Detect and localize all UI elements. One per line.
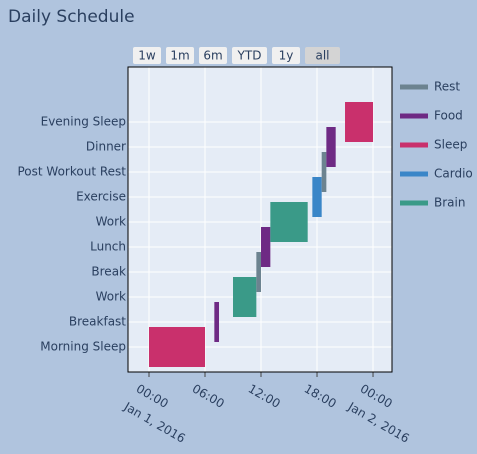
range-button-label[interactable]: 1y bbox=[279, 49, 294, 63]
bar bbox=[214, 302, 220, 342]
bar bbox=[312, 177, 322, 217]
plot-border bbox=[127, 66, 393, 373]
y-tick-label: Break bbox=[91, 265, 126, 279]
chart-title: Daily Schedule bbox=[8, 7, 135, 27]
bar bbox=[345, 102, 374, 142]
bar bbox=[270, 202, 308, 242]
y-tick-label: Work bbox=[96, 290, 126, 304]
range-button-label[interactable]: 1m bbox=[170, 49, 189, 63]
range-button[interactable] bbox=[232, 47, 267, 64]
range-button-label[interactable]: 1w bbox=[138, 49, 156, 63]
y-tick-label: Evening Sleep bbox=[41, 115, 126, 129]
y-tick-label: Breakfast bbox=[69, 315, 126, 329]
bar bbox=[233, 277, 257, 317]
legend-label: Cardio bbox=[434, 167, 473, 181]
range-button[interactable] bbox=[305, 47, 340, 64]
range-button[interactable] bbox=[199, 47, 227, 64]
bar bbox=[256, 252, 262, 292]
range-button[interactable] bbox=[133, 47, 161, 64]
bar bbox=[149, 327, 206, 367]
bar bbox=[261, 227, 271, 267]
bar bbox=[326, 127, 336, 167]
y-tick-label: Morning Sleep bbox=[40, 340, 126, 354]
y-tick-label: Post Workout Rest bbox=[18, 165, 127, 179]
range-button-label[interactable]: 6m bbox=[203, 49, 222, 63]
range-button-label[interactable]: all bbox=[315, 49, 329, 63]
legend-label: Sleep bbox=[434, 138, 467, 152]
range-button[interactable] bbox=[166, 47, 194, 64]
legend-label: Brain bbox=[434, 196, 465, 210]
legend-label: Rest bbox=[434, 80, 460, 94]
range-button[interactable] bbox=[272, 47, 300, 64]
y-tick-label: Lunch bbox=[90, 240, 126, 254]
y-tick-label: Work bbox=[96, 215, 126, 229]
range-button-label[interactable]: YTD bbox=[237, 49, 262, 63]
bar bbox=[321, 152, 327, 192]
y-tick-label: Exercise bbox=[76, 190, 126, 204]
y-tick-label: Dinner bbox=[86, 140, 126, 154]
legend-label: Food bbox=[434, 109, 463, 123]
